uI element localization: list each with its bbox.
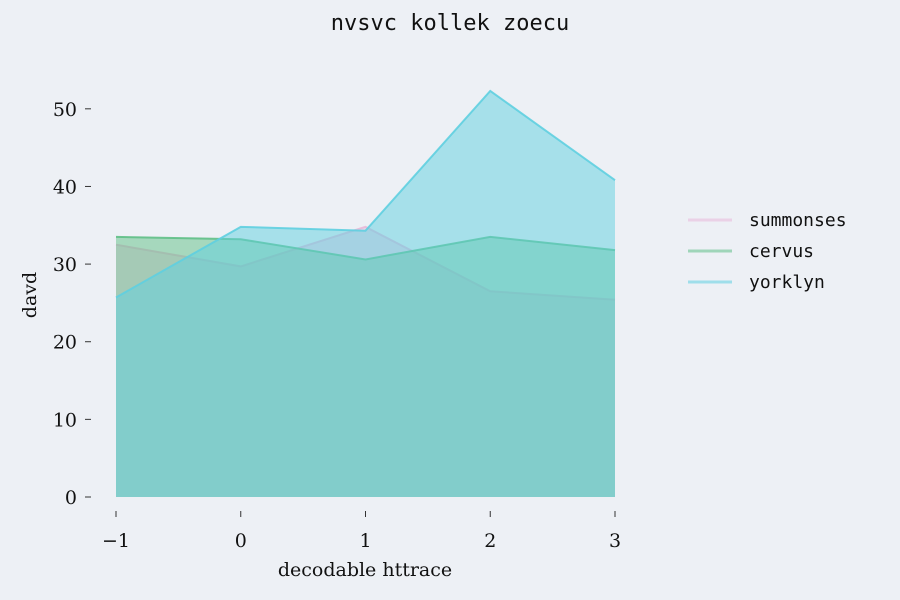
series-yorklyn bbox=[115, 89, 616, 497]
legend-item-summonses: summonses bbox=[688, 210, 847, 231]
y-axis-label: davd bbox=[19, 272, 41, 318]
y-tick-label: 50 bbox=[53, 99, 77, 121]
y-axis: 0 10 20 30 40 50 bbox=[53, 99, 91, 509]
y-tick-label: 0 bbox=[65, 487, 77, 509]
legend-item-yorklyn: yorklyn bbox=[688, 272, 825, 293]
area-yorklyn bbox=[116, 90, 615, 497]
legend-label: summonses bbox=[749, 210, 847, 231]
legend-label: yorklyn bbox=[749, 272, 825, 293]
x-tick-label: 0 bbox=[235, 530, 247, 552]
series-areas bbox=[115, 89, 616, 498]
x-tick-label: 2 bbox=[484, 530, 496, 552]
x-tick-label: −1 bbox=[102, 530, 130, 552]
y-tick-label: 40 bbox=[53, 176, 77, 198]
y-tick-label: 10 bbox=[53, 409, 77, 431]
legend-label: cervus bbox=[749, 241, 814, 262]
x-tick-label: 3 bbox=[609, 530, 621, 552]
legend-item-cervus: cervus bbox=[688, 241, 814, 262]
legend: summonses cervus yorklyn bbox=[688, 210, 847, 293]
x-axis: −1 0 1 2 3 bbox=[102, 511, 621, 552]
chart-title: nvsvc kollek zoecu bbox=[331, 11, 569, 36]
y-tick-label: 30 bbox=[53, 254, 77, 276]
x-tick-label: 1 bbox=[359, 530, 371, 552]
x-axis-label: decodable httrace bbox=[278, 559, 452, 581]
y-tick-label: 20 bbox=[53, 332, 77, 354]
